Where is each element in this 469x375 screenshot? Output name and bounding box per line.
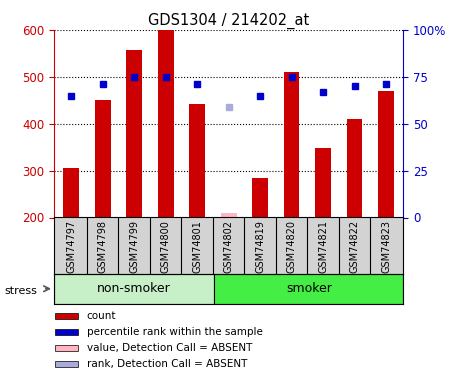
- Text: count: count: [87, 310, 116, 321]
- Bar: [315, 148, 331, 217]
- Bar: [55, 313, 78, 319]
- Bar: [55, 361, 78, 367]
- Bar: [347, 119, 363, 218]
- Text: stress: stress: [5, 286, 38, 296]
- Bar: [55, 329, 78, 335]
- Text: rank, Detection Call = ABSENT: rank, Detection Call = ABSENT: [87, 359, 247, 369]
- Text: GSM74798: GSM74798: [98, 220, 108, 273]
- Bar: [63, 168, 79, 217]
- Bar: [54, 274, 214, 304]
- Bar: [252, 178, 268, 218]
- Bar: [55, 345, 78, 351]
- Text: GSM74797: GSM74797: [66, 220, 76, 273]
- Bar: [126, 50, 142, 217]
- Text: percentile rank within the sample: percentile rank within the sample: [87, 327, 263, 337]
- Text: GSM74800: GSM74800: [161, 220, 171, 273]
- Title: GDS1304 / 214202_at: GDS1304 / 214202_at: [148, 12, 309, 28]
- Text: GSM74799: GSM74799: [129, 220, 139, 273]
- Text: GSM74820: GSM74820: [287, 220, 296, 273]
- Text: GSM74819: GSM74819: [255, 220, 265, 273]
- Text: GSM74823: GSM74823: [381, 220, 391, 273]
- Text: GSM74802: GSM74802: [224, 220, 234, 273]
- Bar: [189, 104, 205, 218]
- Bar: [95, 100, 111, 218]
- Text: GSM74822: GSM74822: [349, 220, 360, 273]
- Text: smoker: smoker: [286, 282, 332, 295]
- Bar: [158, 30, 174, 217]
- Bar: [214, 274, 403, 304]
- Bar: [221, 213, 236, 217]
- Text: value, Detection Call = ABSENT: value, Detection Call = ABSENT: [87, 343, 252, 353]
- Text: non-smoker: non-smoker: [98, 282, 171, 295]
- Bar: [284, 72, 300, 217]
- Text: GSM74801: GSM74801: [192, 220, 202, 273]
- Text: GSM74821: GSM74821: [318, 220, 328, 273]
- Bar: [378, 91, 394, 218]
